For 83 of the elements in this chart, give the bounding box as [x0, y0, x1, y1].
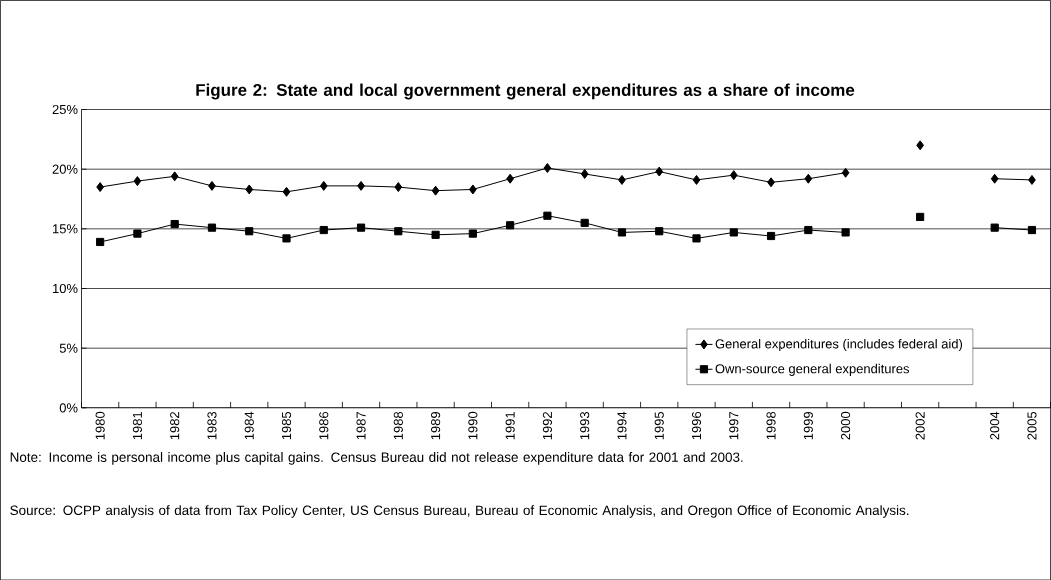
point [543, 162, 552, 173]
point [319, 180, 328, 191]
x-tick-label: 1981 [132, 411, 142, 440]
x-tick-label: 2002 [915, 411, 925, 440]
point [357, 180, 365, 191]
point [506, 173, 515, 184]
point [916, 140, 925, 151]
point [729, 228, 738, 237]
x-tick-label: 1995 [654, 411, 664, 440]
point [655, 226, 664, 236]
point [1027, 225, 1037, 234]
point [841, 167, 850, 178]
x-tick-label: 1991 [505, 411, 515, 440]
x-tick-label: 1984 [244, 411, 254, 440]
point [692, 234, 701, 243]
x-tick-label: 1994 [617, 411, 627, 440]
x-tick-label: 1980 [95, 411, 105, 440]
point [580, 168, 589, 179]
point [431, 230, 440, 239]
x-tick-label: 2005 [1027, 411, 1037, 440]
legend-label: Own-source general expenditures [715, 363, 910, 376]
point [319, 225, 328, 234]
point [767, 177, 775, 188]
text: Note: Income is personal income plus capital gains. Census Bureau did not release expenditure data for 2001 and 2003. [10, 451, 743, 465]
x-tick-label: 1998 [766, 411, 776, 440]
x-tick-label: 1992 [542, 411, 552, 440]
chart-title: Figure 2: State and local government general expenditures as a share of income [196, 83, 855, 100]
point [618, 174, 626, 185]
x-tick-label: 2000 [841, 411, 851, 440]
y-tick-label: 15% [53, 224, 78, 234]
y-tick-label: 25% [52, 104, 78, 114]
y-tick-label: 10% [53, 283, 78, 293]
point [170, 219, 179, 228]
point [990, 223, 999, 232]
x-tick-label: 1988 [393, 411, 403, 440]
x-tick-label: 1993 [580, 411, 590, 440]
point [133, 175, 142, 186]
x-tick-label: 1986 [319, 411, 329, 440]
point [543, 211, 552, 220]
point [245, 184, 254, 195]
point [356, 223, 366, 232]
point [207, 223, 217, 232]
point [394, 181, 403, 192]
point [1028, 174, 1036, 185]
x-tick-label: 1996 [691, 411, 702, 440]
point [841, 228, 850, 237]
x-tick-label: 1983 [207, 411, 217, 440]
point [208, 180, 216, 191]
point [468, 229, 477, 238]
point [96, 181, 105, 192]
point [766, 231, 776, 240]
x-tick-label: 1985 [281, 411, 292, 440]
point [133, 229, 142, 238]
point [990, 173, 999, 184]
point [804, 225, 813, 234]
point [655, 166, 664, 177]
point [170, 171, 179, 182]
point [729, 169, 738, 180]
x-tick-label: 1990 [468, 411, 478, 440]
y-tick-label: 5% [59, 343, 78, 353]
point [282, 234, 291, 243]
point [617, 228, 627, 237]
legend-label: General expenditures (includes federal aid) [715, 338, 963, 351]
x-tick-label: 1987 [356, 411, 366, 440]
point [96, 237, 105, 246]
x-tick-label: 1982 [170, 411, 180, 440]
point [282, 186, 291, 197]
x-tick-label: 2004 [990, 411, 1000, 440]
point [469, 184, 477, 195]
y-tick-label: 20% [52, 164, 78, 174]
x-tick-label: 1989 [431, 411, 441, 440]
point [506, 220, 515, 230]
y-tick-label: 0% [59, 403, 78, 413]
point [431, 185, 440, 196]
x-tick-label: 1999 [803, 411, 813, 440]
point [580, 218, 589, 227]
point [804, 173, 813, 184]
point [692, 174, 701, 185]
source-note: Source: OCPP analysis of data from Tax Policy Center, US Census Bureau, Bureau of Economic Analysis, and Oregon Office of Economic Analysis. [10, 504, 909, 518]
point [245, 226, 254, 236]
point [916, 212, 925, 221]
point [394, 226, 403, 236]
x-tick-label: 1997 [729, 411, 739, 440]
